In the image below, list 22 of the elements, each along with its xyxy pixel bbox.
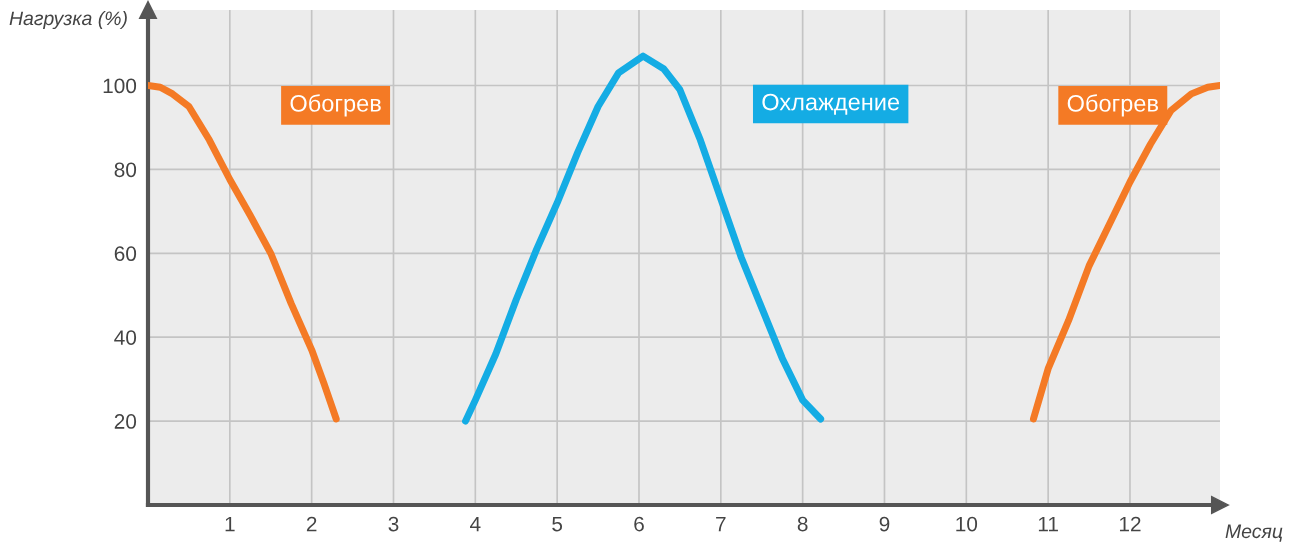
x-tick-label: 8 <box>797 516 808 532</box>
y-tick-label: 100 <box>103 78 137 94</box>
y-tick-label: 20 <box>114 414 137 429</box>
x-axis-title: Месяц <box>1225 524 1283 542</box>
series-label: Обогрев <box>1067 94 1158 117</box>
y-axis-title: Нагрузка (%) <box>9 10 127 30</box>
x-tick-label: 5 <box>552 516 563 532</box>
y-tick-label: 80 <box>114 162 137 178</box>
x-tick-label: 9 <box>879 516 890 532</box>
x-tick-label: 2 <box>306 516 317 532</box>
x-tick-label: 12 <box>1119 516 1141 532</box>
x-tick-label: 3 <box>388 516 399 532</box>
y-tick-label: 60 <box>114 246 137 262</box>
x-tick-label: 11 <box>1038 516 1058 532</box>
x-tick-label: 6 <box>634 516 644 532</box>
x-tick-label: 4 <box>470 516 481 532</box>
x-tick-label: 7 <box>716 516 726 532</box>
y-tick-label: 40 <box>114 330 137 345</box>
text: Охлаждение <box>762 93 900 115</box>
text: Обогрев <box>290 94 381 117</box>
x-tick-label: 10 <box>956 516 978 532</box>
x-tick-label: 1 <box>225 516 235 532</box>
